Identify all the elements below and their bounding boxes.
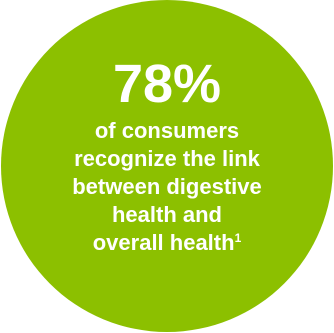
caption-line: recognize the link <box>74 146 260 171</box>
caption-line-last: overall health1 <box>47 229 287 257</box>
caption-line: health and <box>111 202 222 227</box>
caption-line: of consumers <box>94 118 240 143</box>
stat-caption: of consumers recognize the link between … <box>47 117 287 257</box>
caption-line: overall health <box>92 230 235 255</box>
stat-value: 78% <box>112 54 222 114</box>
footnote-marker: 1 <box>234 231 242 245</box>
caption-line: between digestive <box>72 174 262 199</box>
